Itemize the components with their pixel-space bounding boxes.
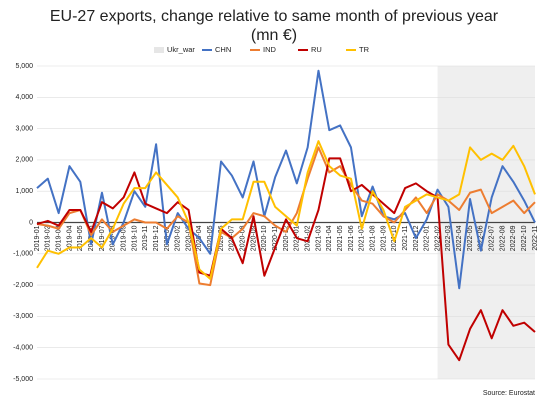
chart-title: (mn €) — [251, 27, 297, 44]
x-tick-label: 2019-03 — [55, 225, 62, 251]
y-tick-label: -1,000 — [13, 251, 33, 258]
x-tick-label: 2022-06 — [478, 225, 485, 251]
x-tick-label: 2019-05 — [77, 225, 84, 251]
series-line — [36, 140, 536, 280]
x-tick-label: 2021-11 — [402, 225, 409, 250]
x-tick-label: 2020-09 — [250, 225, 257, 251]
y-tick-label: 4,000 — [15, 94, 33, 101]
x-tick-label: 2021-05 — [337, 225, 344, 251]
y-tick-label: -5,000 — [13, 376, 33, 383]
x-tick-label: 2022-02 — [434, 225, 441, 251]
x-tick-label: 2020-02 — [175, 225, 182, 251]
x-tick-label: 2021-04 — [326, 225, 333, 251]
x-tick-label: 2021-03 — [315, 225, 322, 251]
x-tick-label: 2019-02 — [45, 225, 52, 251]
x-tick-label: 2022-09 — [510, 225, 517, 251]
chart-title: EU-27 exports, change relative to same m… — [50, 8, 499, 25]
x-tick-label: 2020-06 — [218, 225, 225, 251]
x-tick-label: 2021-08 — [369, 225, 376, 251]
x-tick-label: 2022-11 — [532, 225, 539, 250]
x-tick-label: 2019-11 — [142, 225, 149, 250]
x-tick-label: 2020-10 — [261, 225, 268, 251]
legend-label: Ukr_war — [167, 45, 195, 54]
x-tick-label: 2022-03 — [445, 225, 452, 251]
y-tick-label: 3,000 — [15, 125, 33, 132]
x-tick-label: 2020-11 — [272, 225, 279, 250]
y-tick-label: -4,000 — [13, 345, 33, 352]
x-tick-label: 2019-07 — [99, 225, 106, 251]
x-tick-label: 2022-05 — [467, 225, 474, 251]
legend-label: TR — [359, 45, 370, 54]
y-tick-label: 5,000 — [15, 63, 33, 70]
series-line — [36, 146, 536, 287]
series-line — [36, 157, 536, 362]
x-tick-label: 2022-01 — [424, 225, 431, 251]
y-tick-label: -2,000 — [13, 282, 33, 289]
x-tick-label: 2022-07 — [489, 225, 496, 251]
x-tick-label: 2019-10 — [131, 225, 138, 251]
x-tick-label: 2019-04 — [66, 225, 73, 251]
legend-label: RU — [311, 45, 322, 54]
x-tick-label: 2020-03 — [185, 225, 192, 251]
source: Source: Eurostat — [483, 390, 535, 397]
x-tick-label: 2019-01 — [34, 225, 41, 251]
x-tick-label: 2022-04 — [456, 225, 463, 251]
y-tick-label: 0 — [29, 219, 33, 226]
legend-label: IND — [263, 45, 277, 54]
legend-label: CHN — [215, 45, 231, 54]
x-tick-label: 2022-10 — [521, 225, 528, 251]
series-line — [36, 69, 536, 290]
y-tick-label: 1,000 — [15, 188, 33, 195]
y-tick-label: 2,000 — [15, 157, 33, 164]
x-tick-label: 2020-12 — [283, 225, 290, 251]
x-tick-label: 2022-08 — [499, 225, 506, 251]
legend-swatch — [154, 47, 164, 53]
x-tick-label: 2019-12 — [153, 225, 160, 251]
x-tick-label: 2019-09 — [120, 225, 127, 251]
x-tick-label: 2021-09 — [380, 225, 387, 251]
y-tick-label: -3,000 — [13, 313, 33, 320]
x-tick-label: 2020-05 — [207, 225, 214, 251]
x-tick-label: 2020-08 — [240, 225, 247, 251]
x-tick-label: 2019-08 — [110, 225, 117, 251]
x-tick-label: 2021-07 — [359, 225, 366, 251]
x-tick-label: 2021-06 — [348, 225, 355, 251]
